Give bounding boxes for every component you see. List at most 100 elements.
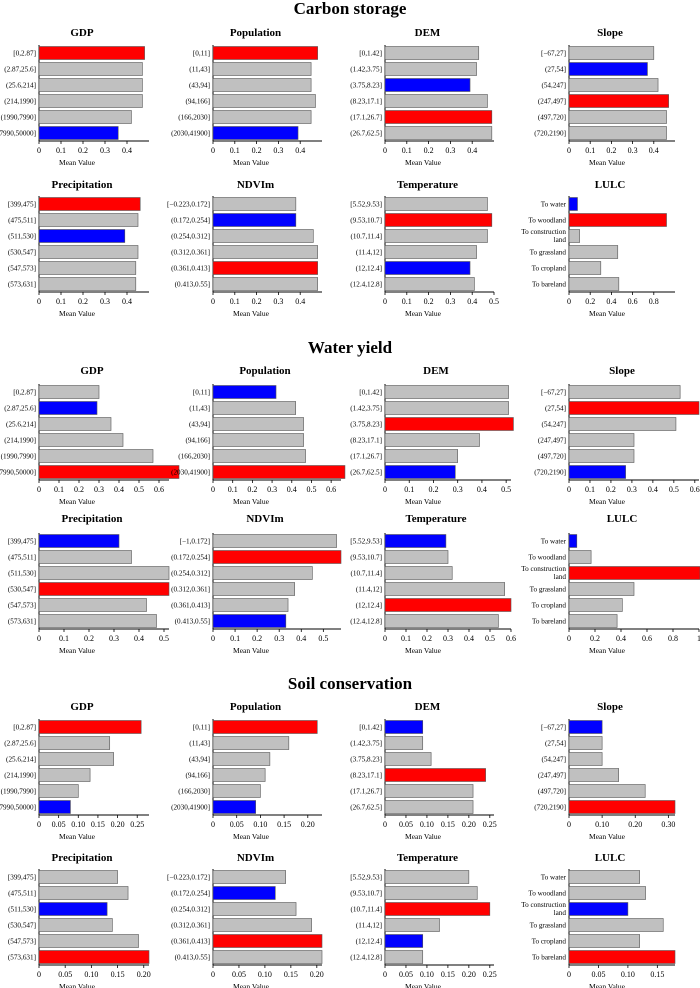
bar [568,598,623,612]
category-label: (3.75,8.23] [350,756,382,764]
x-axis-label: Mean Value [589,646,626,655]
x-tick-label: 0.05 [52,820,66,829]
bar [568,902,629,916]
panel-title: LULC [595,179,626,191]
category-label: (12,12.4] [356,265,382,273]
x-axis-label: Mean Value [589,158,626,167]
category-label: (166,2030] [178,114,210,122]
bar [212,934,323,948]
category-label: (94,166] [185,772,210,780]
x-tick-label: 0.1 [228,485,238,494]
bar [384,245,477,259]
bar [568,800,676,814]
x-tick-label: 0.3 [94,485,104,494]
x-tick-label: 0.5 [501,485,511,494]
x-tick-label: 0 [383,297,387,306]
category-label: (0.413,0.55] [175,954,210,962]
category-label: (12.4,12.8] [350,618,382,626]
bar [568,261,602,275]
category-label: (94,166] [185,98,210,106]
category-label: (0.172,0.254] [171,217,210,225]
bar [38,752,114,766]
bar [212,736,290,750]
category-label: (0.172,0.254] [171,554,210,562]
category-label: (10.7,11.4] [351,570,382,578]
category-label: (0.312,0.361] [171,922,210,930]
category-label: (8.23,17.1] [350,98,382,106]
bar [568,110,667,124]
bar [212,918,312,932]
bar [38,126,119,140]
bar [212,229,314,243]
bar [384,401,509,415]
x-tick-label: 0 [211,970,215,979]
bar [568,433,635,447]
bar [384,784,474,798]
x-tick-label: 0.3 [445,146,455,155]
x-axis-label: Mean Value [233,646,270,655]
bar [568,614,618,628]
bar [384,62,477,76]
bar [38,534,120,548]
bar [568,385,681,399]
x-tick-label: 0.4 [464,634,474,643]
category-label: [0,11] [193,389,210,397]
bar [384,417,514,431]
bar [212,582,295,596]
bar [38,870,118,884]
panel-title: DEM [415,701,441,713]
bar [38,886,129,900]
category-label: (511,530] [8,570,36,578]
bar [38,401,98,415]
bar [384,229,488,243]
category-label: [0,2.87] [13,724,36,732]
bar [212,886,276,900]
x-tick-label: 0.5 [134,485,144,494]
x-tick-label: 0.3 [445,297,455,306]
x-tick-label: 0.5 [489,297,499,306]
category-label: [−67,27] [541,724,566,732]
bar [38,433,124,447]
section-title: Soil conservation [288,674,413,693]
x-tick-label: 0.3 [109,634,119,643]
panel-title: GDP [80,365,104,377]
x-tick-label: 0.1 [56,146,66,155]
bar [384,213,493,227]
category-label: [−67,27] [541,50,566,58]
category-label: (9.53,10.7] [350,890,382,898]
category-label: [399,475] [8,538,36,546]
panel-title: Population [230,27,281,39]
x-tick-label: 0.25 [483,970,497,979]
bar [568,46,655,60]
x-tick-label: 0.20 [628,820,642,829]
category-label: To woodland [528,554,566,562]
bar [568,94,669,108]
bar [568,768,619,782]
x-axis-label: Mean Value [233,982,270,988]
bar [384,261,471,275]
x-tick-label: 0.3 [453,485,463,494]
bar [568,62,648,76]
x-tick-label: 0.2 [606,146,616,155]
panel-title: GDP [70,27,94,39]
category-label: (54,247] [541,421,566,429]
category-label: (497,720] [538,788,566,796]
x-tick-label: 0.15 [277,820,291,829]
category-label: (2030,41900] [171,804,210,812]
category-label: (25.6,214] [6,756,36,764]
bar [38,598,147,612]
bar [212,534,337,548]
x-tick-label: 0.4 [477,485,487,494]
x-tick-label: 0.5 [318,634,328,643]
category-label: To bareland [532,281,566,289]
x-axis-label: Mean Value [405,158,442,167]
bar [38,465,180,479]
panel-title: Population [239,365,290,377]
panel-title: Temperature [397,179,458,191]
category-label: (475,511] [8,554,36,562]
bar [38,566,170,580]
bar [38,197,141,211]
x-axis-label: Mean Value [405,309,442,318]
x-axis-label: Mean Value [589,497,626,506]
x-tick-label: 0 [37,970,41,979]
